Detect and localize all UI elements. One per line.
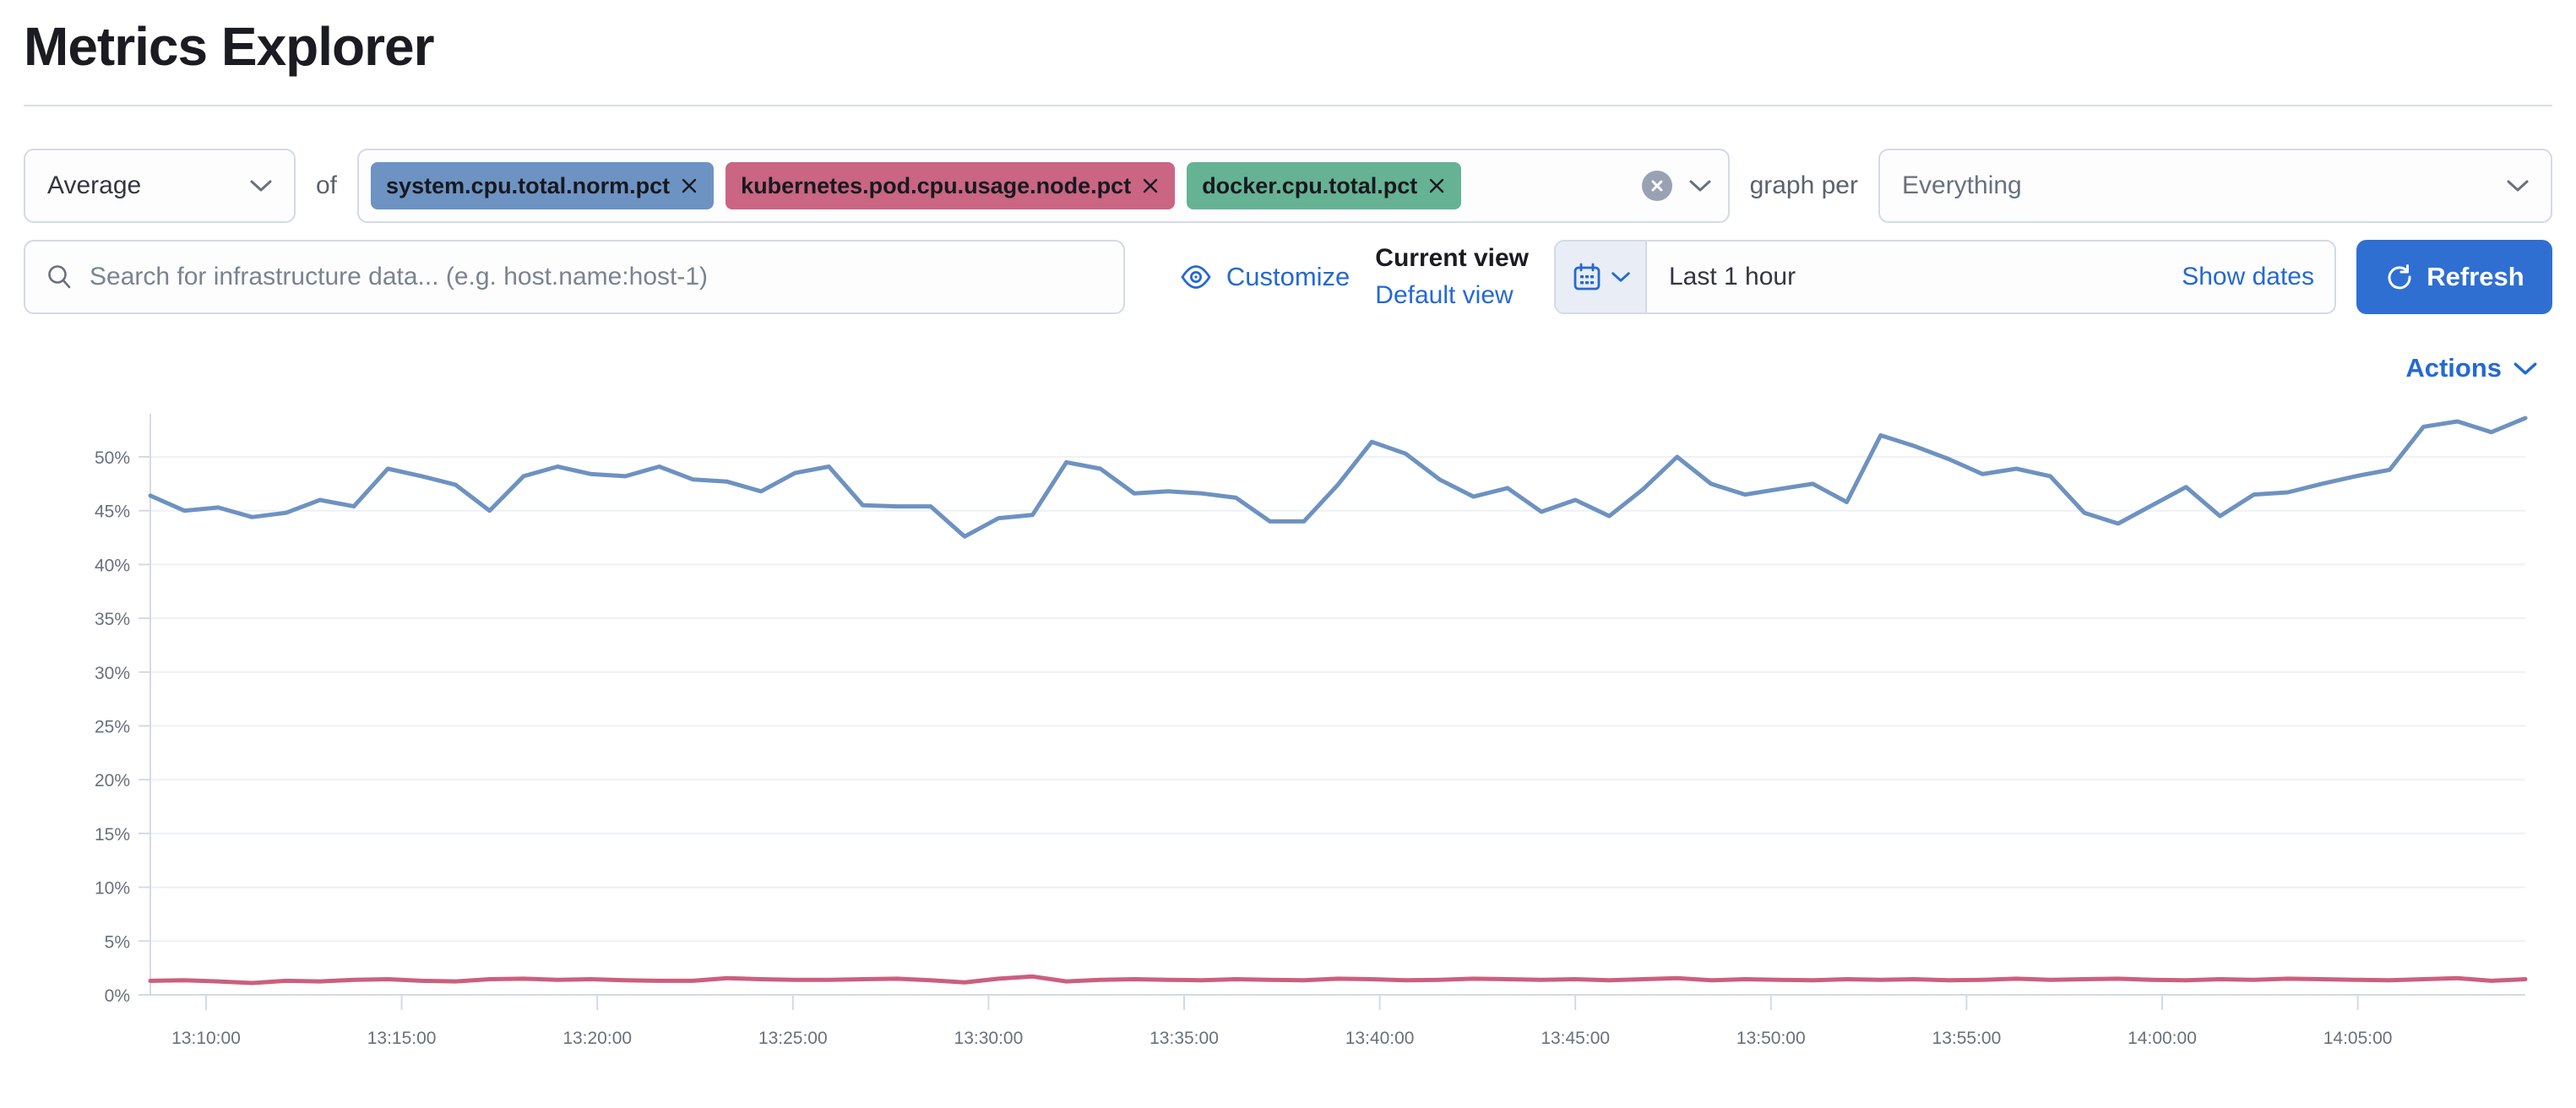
header-divider — [24, 105, 2552, 106]
metric-pill-label: system.cpu.total.norm.pct — [386, 172, 671, 198]
svg-text:30%: 30% — [95, 664, 130, 683]
metric-controls-row: Average of system.cpu.total.norm.pct kub… — [24, 149, 2552, 223]
remove-metric-icon[interactable] — [1427, 177, 1446, 195]
svg-text:10%: 10% — [95, 879, 130, 899]
combo-controls — [1641, 171, 1711, 201]
controls-area: Average of system.cpu.total.norm.pct kub… — [0, 149, 2576, 314]
svg-text:25%: 25% — [95, 718, 130, 737]
chevron-down-icon — [2514, 361, 2537, 375]
time-picker-menu-button[interactable] — [1556, 242, 1647, 312]
search-input[interactable]: Search for infrastructure data... (e.g. … — [24, 240, 1125, 314]
search-placeholder: Search for infrastructure data... (e.g. … — [90, 263, 709, 291]
graph-per-label: graph per — [1749, 171, 1858, 199]
metric-pill-docker-cpu[interactable]: docker.cpu.total.pct — [1187, 162, 1462, 209]
svg-text:13:55:00: 13:55:00 — [1932, 1029, 2002, 1048]
metric-pill-kubernetes-pod-cpu[interactable]: kubernetes.pod.cpu.usage.node.pct — [726, 162, 1176, 209]
svg-text:13:15:00: 13:15:00 — [367, 1029, 437, 1048]
time-range-value[interactable]: Last 1 hour — [1669, 263, 1796, 291]
chart-actions-row: Actions — [0, 348, 2576, 388]
svg-text:14:00:00: 14:00:00 — [2128, 1029, 2197, 1048]
chevron-down-icon — [2507, 180, 2529, 192]
svg-text:13:25:00: 13:25:00 — [758, 1029, 828, 1048]
metric-pill-system-cpu[interactable]: system.cpu.total.norm.pct — [371, 162, 715, 209]
svg-text:13:50:00: 13:50:00 — [1736, 1029, 1806, 1048]
eye-icon — [1181, 265, 1211, 289]
aggregation-value: Average — [47, 171, 142, 199]
svg-text:45%: 45% — [95, 502, 130, 522]
svg-text:13:20:00: 13:20:00 — [562, 1029, 632, 1048]
svg-text:13:10:00: 13:10:00 — [171, 1029, 241, 1048]
time-range-picker[interactable]: Last 1 hour Show dates — [1554, 240, 2336, 314]
page-header: Metrics Explorer — [0, 0, 2576, 106]
svg-text:20%: 20% — [95, 771, 130, 790]
customize-button[interactable]: Customize — [1179, 262, 1350, 292]
calendar-icon — [1573, 263, 1600, 291]
page-title: Metrics Explorer — [24, 16, 435, 77]
group-by-value: Everything — [1902, 171, 2022, 199]
metrics-chart-svg: 0% 5% 10% 15% 20% 25% 30% 35% 40% 45% 50% 13:10:00 1… — [95, 414, 2528, 1048]
metrics-combobox[interactable]: system.cpu.total.norm.pct kubernetes.pod… — [357, 149, 1730, 223]
metrics-chart[interactable]: 0% 5% 10% 15% 20% 25% 30% 35% 40% 45% 50% 13:10:00 1… — [0, 402, 2576, 1075]
refresh-icon — [2388, 264, 2411, 290]
aggregation-select[interactable]: Average — [24, 149, 296, 223]
svg-text:13:40:00: 13:40:00 — [1345, 1029, 1415, 1048]
remove-metric-icon[interactable] — [680, 177, 698, 195]
remove-metric-icon[interactable] — [1141, 177, 1160, 195]
show-dates-link[interactable]: Show dates — [2182, 263, 2314, 291]
of-label: of — [316, 171, 338, 199]
svg-text:13:45:00: 13:45:00 — [1541, 1029, 1610, 1048]
view-picker: Current view Default view — [1375, 240, 1529, 314]
search-toolbar-row: Search for infrastructure data... (e.g. … — [24, 240, 2552, 314]
default-view-link[interactable]: Default view — [1375, 281, 1514, 309]
chevron-down-icon — [250, 180, 272, 192]
refresh-button[interactable]: Refresh — [2356, 240, 2552, 314]
chevron-down-icon[interactable] — [1689, 179, 1711, 193]
svg-text:35%: 35% — [95, 610, 130, 629]
clear-all-icon[interactable] — [1641, 171, 1672, 201]
current-view-label: Current view — [1375, 244, 1529, 272]
actions-label: Actions — [2405, 353, 2502, 383]
customize-label: Customize — [1226, 262, 1350, 291]
chart-section: Actions 0% 5% 10% 15% 20% 25% 30% 35% 40% 45% 50% 1… — [0, 348, 2576, 1075]
svg-text:0%: 0% — [105, 986, 130, 1006]
group-by-select[interactable]: Everything — [1878, 149, 2552, 223]
svg-text:13:35:00: 13:35:00 — [1149, 1029, 1219, 1048]
svg-text:40%: 40% — [95, 556, 130, 575]
search-icon — [48, 265, 71, 289]
svg-text:13:30:00: 13:30:00 — [954, 1029, 1024, 1048]
svg-text:14:05:00: 14:05:00 — [2323, 1029, 2393, 1048]
svg-text:15%: 15% — [95, 825, 130, 845]
svg-text:50%: 50% — [95, 448, 130, 468]
actions-menu-button[interactable]: Actions — [2405, 353, 2537, 383]
svg-text:5%: 5% — [105, 932, 130, 952]
metric-pill-label: docker.cpu.total.pct — [1202, 172, 1418, 198]
refresh-label: Refresh — [2427, 262, 2524, 291]
metric-pill-label: kubernetes.pod.cpu.usage.node.pct — [741, 172, 1132, 198]
chevron-down-icon — [1611, 272, 1630, 282]
